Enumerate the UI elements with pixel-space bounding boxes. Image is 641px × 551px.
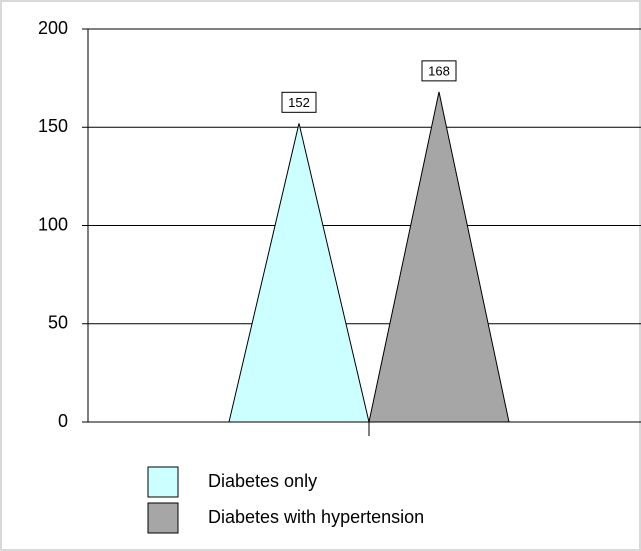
value-label-box: [281, 91, 317, 113]
legend-label: Diabetes with hypertension: [208, 507, 424, 527]
legend-swatch: [147, 466, 179, 498]
y-tick-label: 0: [58, 411, 68, 431]
y-tick-label: 50: [48, 313, 68, 333]
legend-label: Diabetes only: [208, 471, 317, 491]
value-label: 168: [428, 63, 450, 78]
y-tick-label: 100: [38, 214, 68, 234]
y-tick-label: 200: [38, 18, 68, 38]
y-tick-label: 150: [38, 116, 68, 136]
value-label-box: [421, 60, 457, 82]
legend-swatch: [147, 502, 179, 534]
value-label: 152: [288, 95, 310, 110]
